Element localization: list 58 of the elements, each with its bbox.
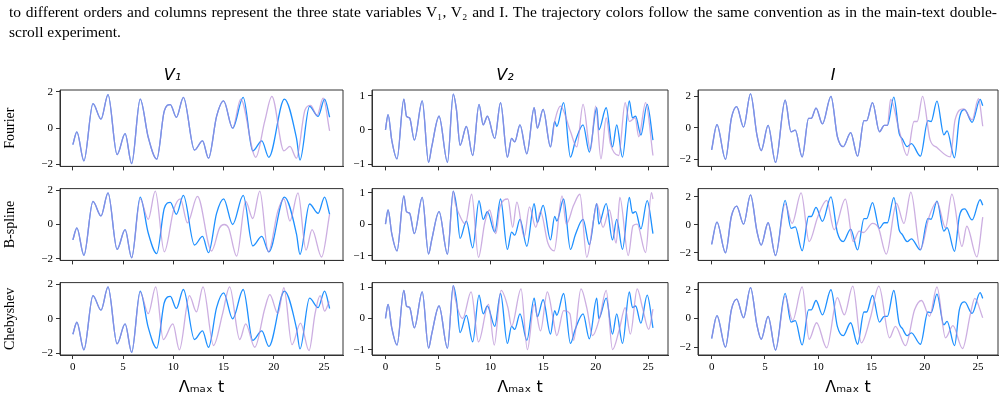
y-tick-label: 0 xyxy=(47,311,54,324)
x-tick-label: 0 xyxy=(70,360,77,373)
y-tick-label: 0 xyxy=(359,311,366,324)
y-tick-label: 0 xyxy=(685,311,692,324)
x-axis-title: Λₘₐₓ t xyxy=(497,376,543,394)
y-tick-label: −2 xyxy=(679,152,691,165)
x-tick-label: 5 xyxy=(762,360,769,373)
x-tick-label: 20 xyxy=(590,360,602,373)
x-tick-label: 10 xyxy=(485,360,497,373)
x-tick-label: 20 xyxy=(919,360,931,373)
y-tick-label: −2 xyxy=(679,340,691,353)
x-tick-label: 0 xyxy=(382,360,389,373)
x-tick-label: 15 xyxy=(218,360,230,373)
y-tick-label: 0 xyxy=(47,121,54,134)
text: to different orders and columns represent the three state variables V₁, V₂ and I. The trajectory colors follow the same convention as in the main-text double-scroll experiment. xyxy=(9,2,997,42)
y-tick-label: 2 xyxy=(47,183,53,196)
y-tick-label: −1 xyxy=(353,248,365,261)
y-axis-title: Chebyshev xyxy=(2,287,18,350)
y-axis-title: Fourier xyxy=(2,107,18,149)
x-axis-title: Λₘₐₓ t xyxy=(825,376,871,394)
x-tick-label: 10 xyxy=(167,360,180,373)
y-tick-label: −2 xyxy=(41,346,53,359)
x-tick-label: 5 xyxy=(120,360,127,373)
x-tick-label: 10 xyxy=(812,360,825,373)
y-tick-label: −2 xyxy=(41,157,53,170)
y-tick-label: 2 xyxy=(685,189,691,202)
y-tick-label: 1 xyxy=(359,280,365,293)
line-series xyxy=(384,93,654,163)
x-tick-label: 15 xyxy=(865,360,878,373)
chart-title: I xyxy=(830,64,836,84)
y-tick-label: −2 xyxy=(679,245,691,258)
y-tick-label: 0 xyxy=(685,217,692,230)
x-tick-label: 20 xyxy=(268,360,280,373)
y-tick-label: 0 xyxy=(685,120,692,133)
x-tick-label: 25 xyxy=(642,360,655,373)
y-tick-label: 2 xyxy=(47,277,53,290)
y-tick-label: −2 xyxy=(41,251,53,264)
y-tick-label: 1 xyxy=(359,88,365,101)
x-axis-title: Λₘₐₓ t xyxy=(178,376,225,394)
x-tick-label: 25 xyxy=(318,360,331,373)
y-tick-label: −1 xyxy=(353,156,365,169)
x-tick-label: 5 xyxy=(435,360,442,373)
y-tick-label: 2 xyxy=(685,89,691,102)
line-series xyxy=(710,93,984,164)
y-tick-label: 2 xyxy=(685,282,691,295)
chart-title: V₂ xyxy=(496,64,515,84)
y-tick-label: −1 xyxy=(353,342,365,355)
y-tick-label: 0 xyxy=(359,122,366,135)
y-axis-title: B-spline xyxy=(2,200,18,249)
x-tick-label: 0 xyxy=(708,360,715,373)
y-tick-label: 2 xyxy=(47,84,53,97)
line-series xyxy=(72,93,331,165)
y-tick-label: 1 xyxy=(359,185,365,198)
chart-title: V₁ xyxy=(163,64,182,84)
x-tick-label: 25 xyxy=(972,360,984,373)
x-tick-label: 15 xyxy=(537,360,550,373)
y-tick-label: 0 xyxy=(47,217,54,230)
y-tick-label: 0 xyxy=(359,217,366,230)
